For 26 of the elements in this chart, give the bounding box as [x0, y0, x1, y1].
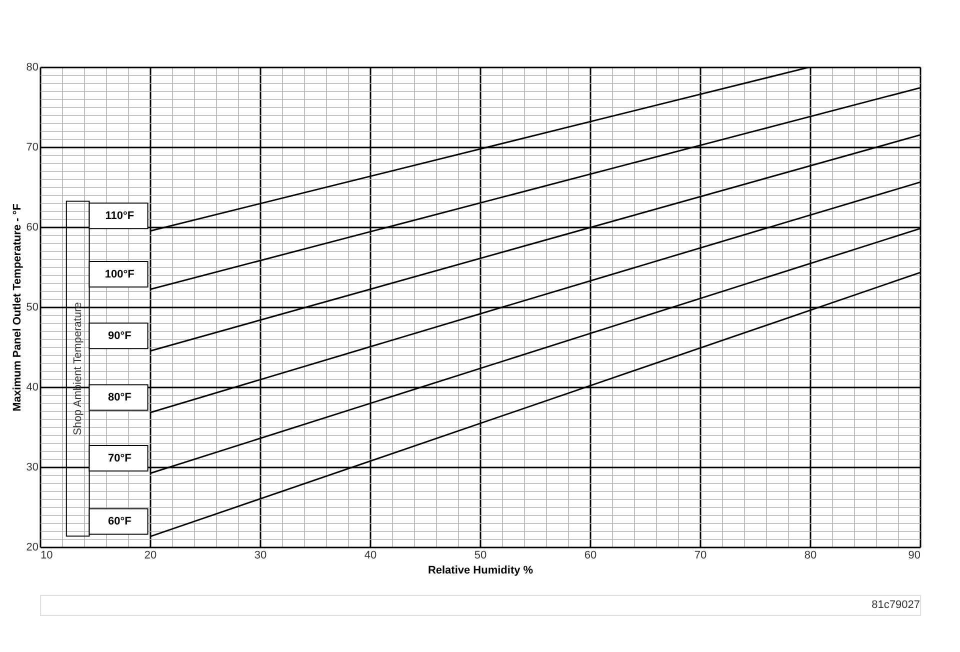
x-tick-label: 10 — [40, 550, 53, 562]
x-tick-label: 80 — [804, 550, 817, 562]
x-tick-label: 20 — [144, 550, 157, 562]
series-label: 90°F — [108, 330, 132, 342]
y-axis-title: Maximum Panel Outlet Temperature - °F — [11, 203, 24, 412]
y-tick-label: 20 — [26, 542, 38, 554]
x-tick-label: 60 — [584, 550, 597, 562]
x-tick-label: 30 — [254, 550, 267, 562]
x-axis-title: Relative Humidity % — [428, 564, 534, 576]
series-label: 110°F — [105, 210, 134, 222]
series-label: 70°F — [108, 452, 132, 464]
y-tick-label: 70 — [26, 142, 38, 154]
x-tick-label: 40 — [364, 550, 377, 562]
y-tick-label: 50 — [26, 302, 38, 314]
x-tick-label: 50 — [474, 550, 487, 562]
y-tick-label: 40 — [26, 382, 38, 394]
y-tick-label: 30 — [26, 462, 38, 474]
x-tick-label: 90 — [908, 550, 920, 562]
legend-title: Shop Ambient Temperature — [72, 302, 84, 436]
series-label: 80°F — [108, 391, 132, 404]
series-label: 60°F — [108, 515, 132, 528]
y-tick-label: 80 — [26, 62, 38, 74]
x-tick-label: 70 — [694, 550, 707, 562]
y-tick-label: 60 — [26, 222, 38, 234]
series-label: 100°F — [104, 268, 135, 280]
text: 81c79027 — [872, 599, 920, 611]
